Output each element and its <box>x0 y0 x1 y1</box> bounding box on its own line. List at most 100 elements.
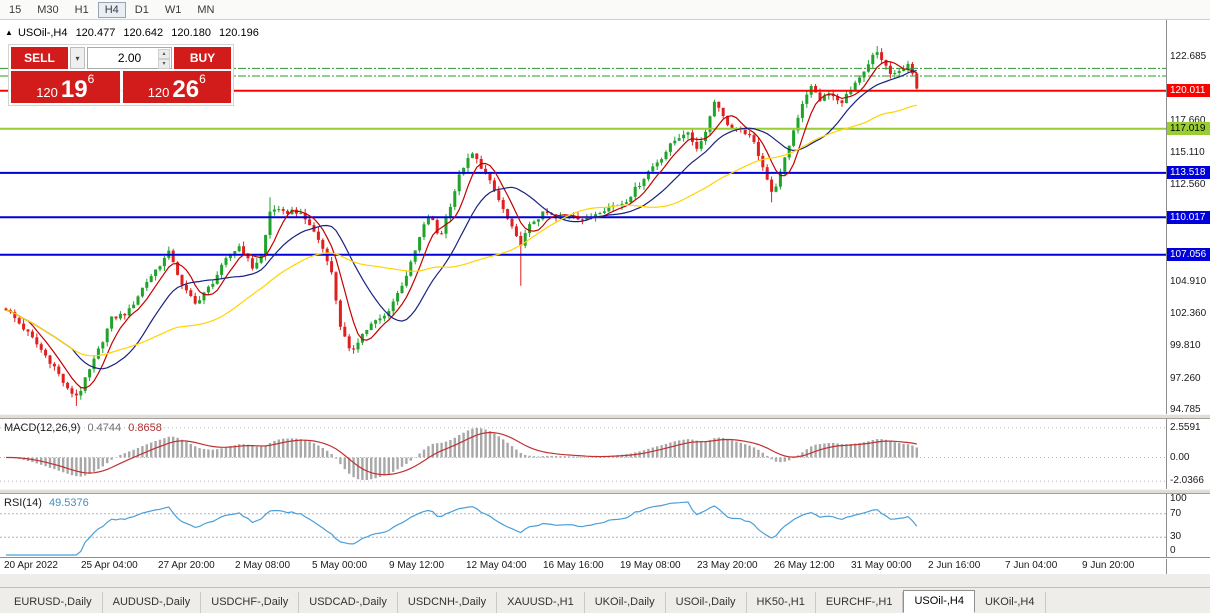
rsi-value: 49.5376 <box>48 497 89 509</box>
chart-tab-usoil-h4[interactable]: USOil-,H4 <box>903 590 975 613</box>
price-axis-label: 94.785 <box>1170 403 1201 415</box>
timeframe-button-h4[interactable]: H4 <box>97 1 126 18</box>
sell-price-pip: 6 <box>87 72 95 86</box>
time-axis-label: 23 May 20:00 <box>697 560 758 571</box>
volume-value: 2.00 <box>117 51 142 65</box>
timeframe-button-h1[interactable]: H1 <box>74 3 89 16</box>
volume-decrease-button[interactable]: ▾ <box>158 59 170 69</box>
volume-input[interactable]: 2.00 ▴ ▾ <box>87 47 172 69</box>
panel-separator[interactable] <box>0 414 1210 419</box>
time-axis-corner <box>1166 559 1210 575</box>
chart-tab-usdcad-daily[interactable]: USDCAD-,Daily <box>299 592 398 613</box>
buy-button[interactable]: BUY <box>174 47 231 69</box>
price-chart-canvas[interactable] <box>0 20 1166 414</box>
chart-tab-ukoil-h4[interactable]: UKOil-,H4 <box>975 592 1046 613</box>
time-axis-label: 16 May 16:00 <box>543 560 604 571</box>
macd-axis: 2.5591 0.00 -2.0366 <box>1166 419 1210 489</box>
moving-average-line <box>5 104 917 357</box>
chart-tab-hk50-h1[interactable]: HK50-,H1 <box>747 592 816 613</box>
time-axis-label: 25 Apr 04:00 <box>81 560 138 571</box>
macd-name: MACD(12,26,9) <box>4 422 81 434</box>
timeframe-button-mn[interactable]: MN <box>197 3 215 16</box>
main-chart-panel: ▲ USOil-,H4 120.477 120.642 120.180 120.… <box>0 20 1210 415</box>
time-axis-label: 26 May 12:00 <box>774 560 835 571</box>
price-level-badge: 107.056 <box>1167 248 1210 262</box>
rsi-name: RSI(14) <box>4 497 42 509</box>
rsi-axis-label: 0 <box>1170 545 1176 556</box>
open-value: 120.477 <box>75 27 116 39</box>
rsi-axis-label: 100 <box>1170 493 1187 504</box>
sell-button[interactable]: SELL <box>11 47 68 69</box>
rsi-axis-label: 70 <box>1170 507 1182 519</box>
price-axis-label: 122.685 <box>1170 51 1207 62</box>
symbol-ohlc-readout: ▲ USOil-,H4 120.477 120.642 120.180 120.… <box>5 27 264 39</box>
time-axis-label: 7 Jun 04:00 <box>1005 560 1058 571</box>
macd-axis-label: 2.5591 <box>1170 421 1201 433</box>
price-axis-label: 99.810 <box>1170 340 1201 352</box>
close-value: 120.196 <box>219 27 259 39</box>
buy-price-prefix: 120 <box>147 85 170 100</box>
macd-histogram <box>9 427 918 480</box>
buy-price-display[interactable]: 120 26 6 <box>122 71 231 103</box>
symbol-label: USOil-,H4 <box>17 27 68 39</box>
chart-tab-usdcnh-daily[interactable]: USDCNH-,Daily <box>398 592 498 613</box>
volume-stepper: ▴ ▾ <box>158 49 170 69</box>
macd-axis-label: -2.0366 <box>1170 475 1204 487</box>
sell-price-prefix: 120 <box>36 85 58 100</box>
timeframe-button-m30[interactable]: M30 <box>37 3 59 16</box>
collapse-indicator-icon[interactable]: ▲ <box>5 28 13 37</box>
time-axis-label: 27 Apr 20:00 <box>158 560 215 571</box>
rsi-canvas[interactable] <box>0 494 1166 557</box>
price-axis-label: 117.660 <box>1170 114 1206 126</box>
chart-tab-usdchf-daily[interactable]: USDCHF-,Daily <box>201 592 300 613</box>
rsi-axis-label: 30 <box>1170 531 1182 543</box>
time-axis-label: 9 May 12:00 <box>389 560 445 571</box>
price-axis-label: 102.360 <box>1170 308 1207 320</box>
panel-separator[interactable] <box>0 489 1210 494</box>
timeframe-toolbar: 15 M30 H1 H4 D1 W1 MN <box>0 0 1210 20</box>
time-axis[interactable]: 20 Apr 2022 25 Apr 04:00 27 Apr 20:00 2 May… <box>0 557 1210 575</box>
rsi-label: RSI(14) 49.5376 <box>4 497 93 509</box>
one-click-trade-panel: SELL ▾ 2.00 ▴ ▾ BUY 120 19 6 <box>8 44 234 106</box>
volume-increase-button[interactable]: ▴ <box>158 49 170 59</box>
timeframe-button-15[interactable]: 15 <box>9 3 22 16</box>
high-value: 120.642 <box>123 27 164 39</box>
chart-tab-eurchf-h1[interactable]: EURCHF-,H1 <box>816 592 904 613</box>
buy-price-pip: 6 <box>199 72 206 86</box>
trade-options-dropdown[interactable]: ▾ <box>70 47 85 69</box>
time-axis-label: 2 Jun 16:00 <box>928 560 981 571</box>
timeframe-button-d1[interactable]: D1 <box>134 3 149 16</box>
price-axis-label: 115.110 <box>1170 146 1205 158</box>
time-axis-label: 2 May 08:00 <box>235 560 291 571</box>
rsi-panel: RSI(14) 49.5376 100 70 30 0 <box>0 493 1210 557</box>
rsi-axis: 100 70 30 0 <box>1166 493 1210 557</box>
macd-panel: MACD(12,26,9) 0.4744 0.8658 2.5591 0.00 -2… <box>0 419 1210 489</box>
macd-signal-line <box>6 431 917 476</box>
price-level-badge: 113.518 <box>1167 166 1210 180</box>
timeframe-button-w1[interactable]: W1 <box>164 3 182 16</box>
sell-price-main: 19 <box>60 76 88 103</box>
time-axis-label: 9 Jun 20:00 <box>1082 560 1135 571</box>
chart-tab-audusd-daily[interactable]: AUDUSD-,Daily <box>103 592 202 613</box>
price-axis-label: 104.910 <box>1170 275 1207 287</box>
buy-price-main: 26 <box>172 76 200 103</box>
time-axis-label: 31 May 00:00 <box>851 560 912 571</box>
chart-tab-eurusd-daily[interactable]: EURUSD-,Daily <box>4 592 103 613</box>
sell-price-display[interactable]: 120 19 6 <box>11 71 120 103</box>
chart-tab-ukoil-daily[interactable]: UKOil-,Daily <box>585 592 666 613</box>
price-level-badge: 117.019 <box>1167 122 1210 136</box>
time-axis-label: 12 May 04:00 <box>466 560 527 571</box>
chart-tab-xauusd-h1[interactable]: XAUUSD-,H1 <box>497 592 585 613</box>
macd-signal-value: 0.8658 <box>128 422 162 434</box>
price-axis: 122.685 117.660 115.110 112.560 104.910 102.3… <box>1166 20 1210 415</box>
price-level-badge: 120.011 <box>1167 84 1210 98</box>
chart-tab-usoil-daily[interactable]: USOil-,Daily <box>666 592 747 613</box>
moving-average-line <box>5 60 918 389</box>
macd-label: MACD(12,26,9) 0.4744 0.8658 <box>4 422 166 434</box>
chart-tab-bar: EURUSD-,Daily AUDUSD-,Daily USDCHF-,Daily U… <box>0 587 1210 613</box>
price-level-badge: 110.017 <box>1167 210 1210 224</box>
time-axis-label: 19 May 08:00 <box>620 560 681 571</box>
macd-canvas[interactable] <box>0 419 1166 489</box>
low-value: 120.180 <box>171 27 211 39</box>
